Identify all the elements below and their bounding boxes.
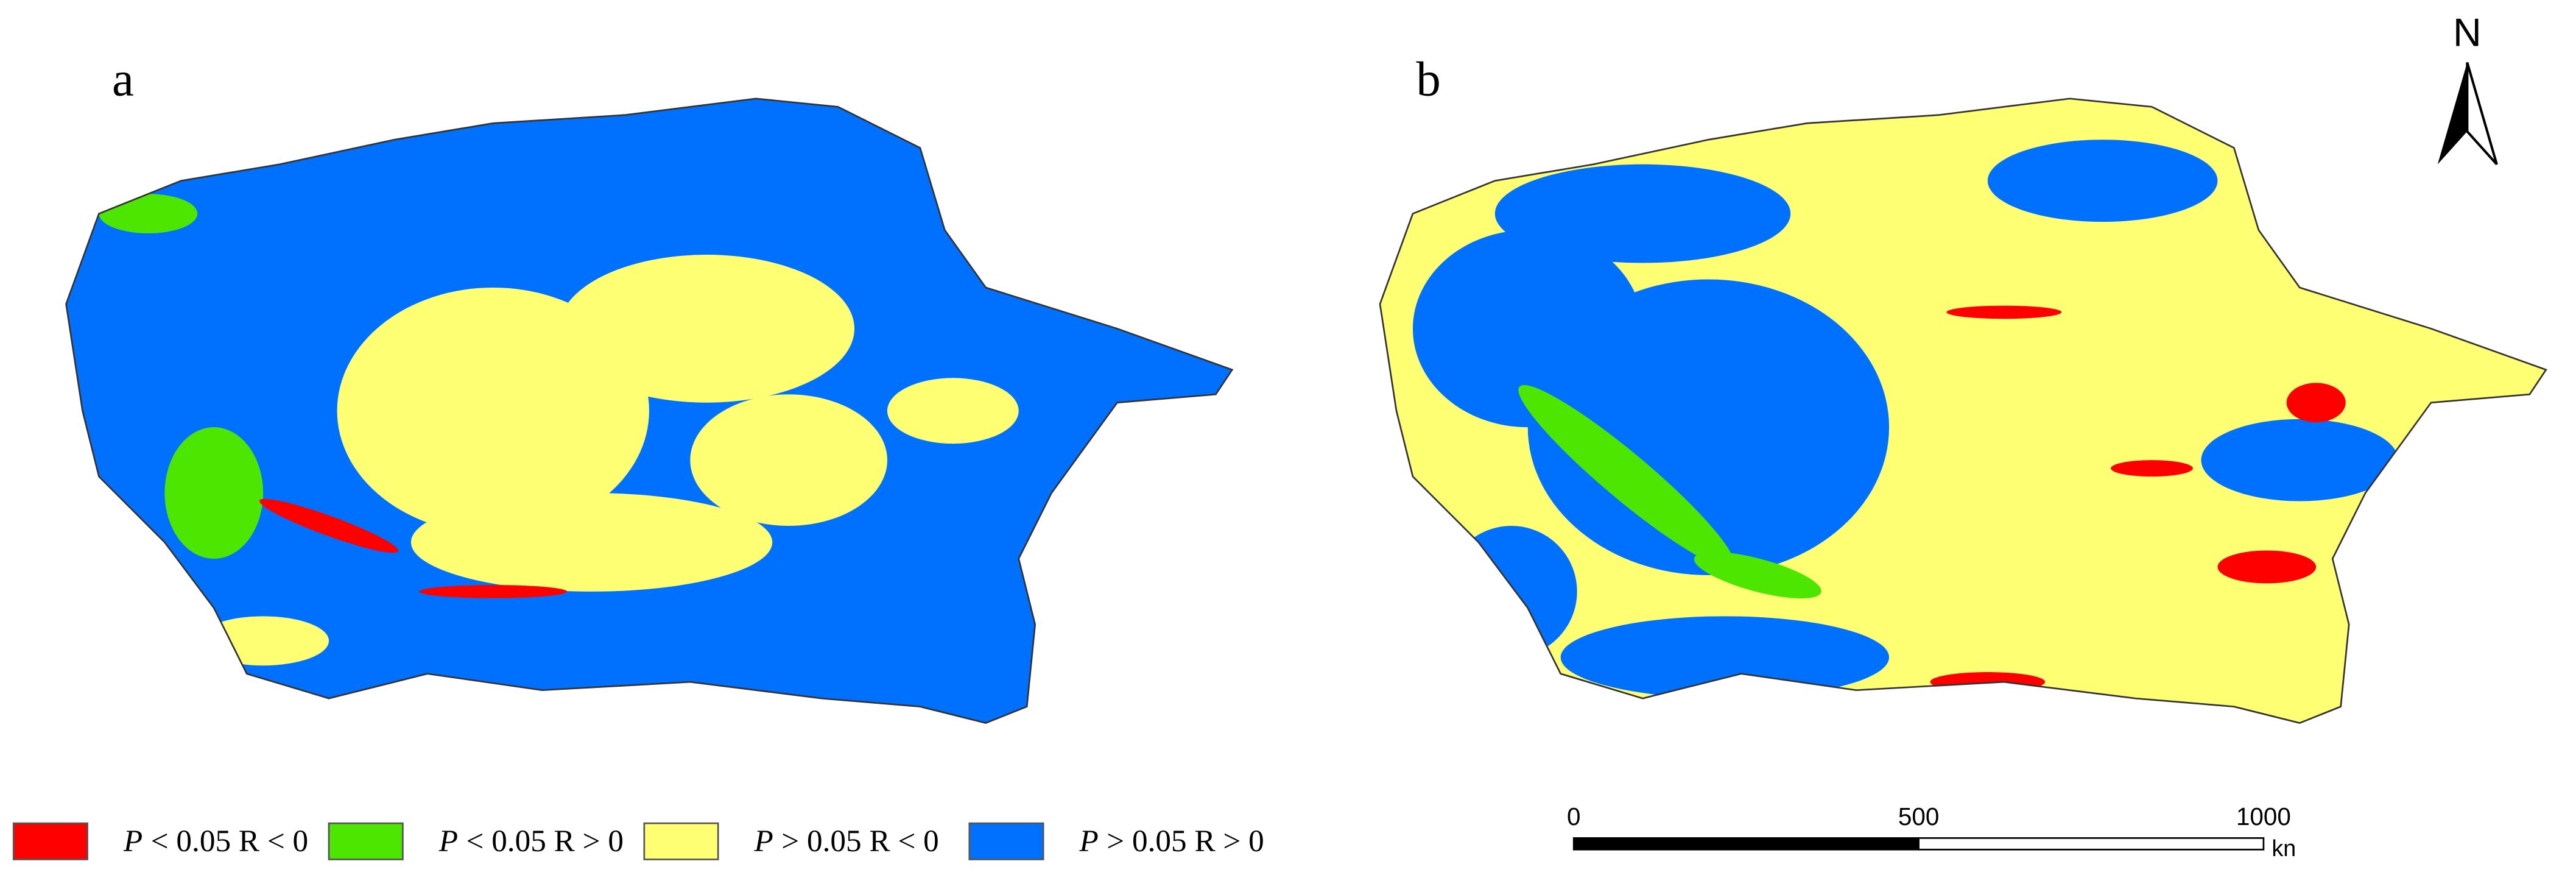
- legend-label: P > 0.05 R < 0: [754, 824, 939, 859]
- legend-condition: > 0.05 R > 0: [1107, 824, 1264, 859]
- scale-tick-label: 1000: [2236, 802, 2291, 831]
- north-arrow: N: [2437, 10, 2498, 166]
- legend-variable: P: [123, 824, 143, 859]
- legend-swatch: [643, 822, 719, 860]
- outline: [65, 97, 1234, 724]
- legend-condition: < 0.05 R < 0: [151, 824, 308, 859]
- legend-swatch: [968, 822, 1044, 860]
- legend-label: P > 0.05 R > 0: [1079, 824, 1264, 859]
- map-a: [66, 98, 1233, 723]
- scale-tick-label: 0: [1567, 802, 1581, 831]
- scale-tick-label: 500: [1898, 802, 1939, 831]
- panel-label: a: [112, 52, 134, 106]
- map-b: [1380, 98, 2546, 723]
- scale-bar: 0 500 1000 kn: [1567, 802, 2296, 861]
- legend-swatch: [12, 822, 88, 860]
- panel-label: b: [1416, 52, 1440, 106]
- legend-condition: < 0.05 R > 0: [466, 824, 624, 859]
- scale-unit: kn: [2272, 835, 2296, 861]
- legend-label: P < 0.05 R > 0: [438, 824, 624, 859]
- outline: [1379, 97, 2547, 724]
- scale-segment: [1572, 837, 1920, 851]
- legend-variable: P: [754, 824, 773, 859]
- legend-swatch: [328, 822, 404, 860]
- legend-variable: P: [438, 824, 458, 859]
- north-label: N: [2453, 10, 2482, 55]
- legend-condition: > 0.05 R < 0: [781, 824, 938, 859]
- legend-label: P < 0.05 R < 0: [123, 824, 308, 859]
- legend-variable: P: [1079, 824, 1098, 859]
- scale-segment: [1918, 837, 2265, 851]
